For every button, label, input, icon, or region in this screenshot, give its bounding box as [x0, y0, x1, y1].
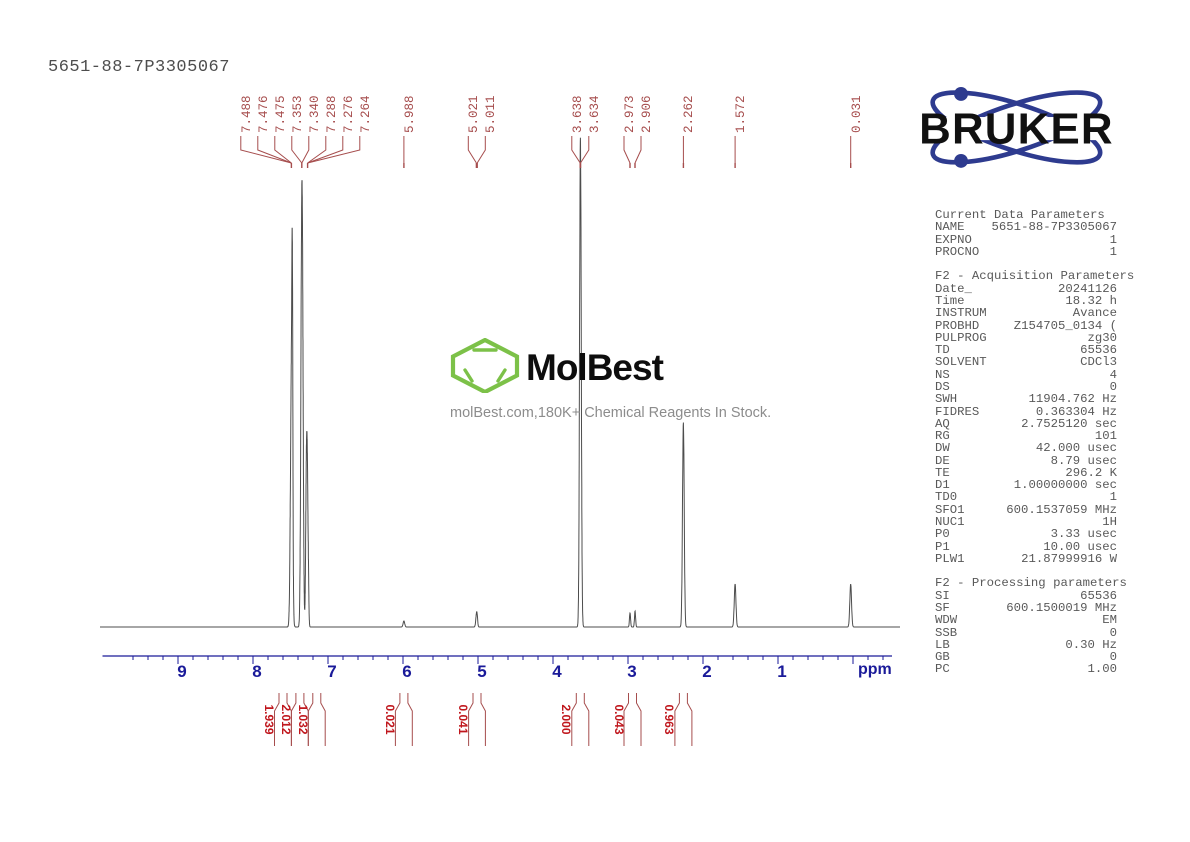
- svg-text:BRUKER: BRUKER: [919, 105, 1114, 154]
